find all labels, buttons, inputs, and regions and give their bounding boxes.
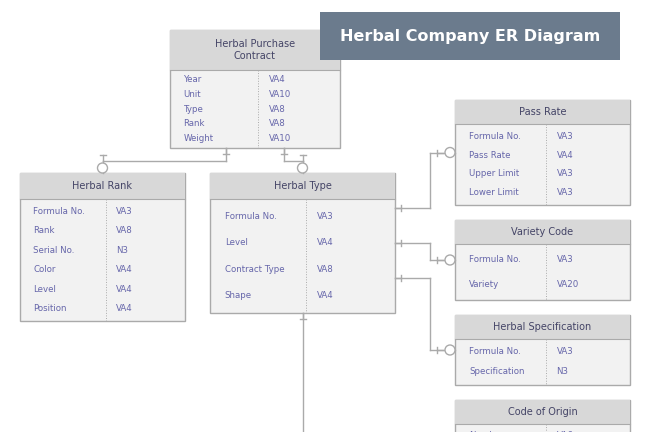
Text: Herbal Specification: Herbal Specification	[493, 322, 592, 332]
Text: Herbal Type: Herbal Type	[274, 181, 332, 191]
Text: VA8: VA8	[317, 265, 334, 274]
Text: Formula No.: Formula No.	[225, 212, 277, 221]
Text: VA8: VA8	[268, 105, 285, 114]
Bar	[20, 173, 185, 199]
Text: Color: Color	[33, 265, 56, 274]
Bar	[455, 400, 630, 424]
Bar	[455, 400, 630, 432]
Text: VA6: VA6	[556, 431, 573, 432]
Text: Formula No.: Formula No.	[33, 207, 85, 216]
Text: Shape: Shape	[225, 291, 252, 300]
Text: VA4: VA4	[317, 291, 334, 300]
Text: N3: N3	[556, 368, 569, 377]
Bar	[455, 315, 630, 339]
Text: VA3: VA3	[556, 132, 573, 141]
Text: Formula No.: Formula No.	[469, 132, 521, 141]
Text: Weight: Weight	[183, 134, 214, 143]
Circle shape	[445, 255, 455, 265]
Text: VA4: VA4	[116, 304, 133, 313]
Text: Variety Code: Variety Code	[512, 227, 573, 237]
Text: VA3: VA3	[116, 207, 133, 216]
Circle shape	[298, 163, 307, 173]
Text: Contract Type: Contract Type	[225, 265, 285, 274]
Text: VA10: VA10	[268, 134, 291, 143]
Text: Herbal Rank: Herbal Rank	[73, 181, 133, 191]
Circle shape	[98, 163, 107, 173]
Bar	[455, 315, 630, 385]
Text: Formula No.: Formula No.	[469, 347, 521, 356]
Bar	[455, 220, 630, 244]
Text: Herbal Company ER Diagram: Herbal Company ER Diagram	[340, 29, 600, 44]
Text: VA4: VA4	[317, 238, 334, 247]
Circle shape	[445, 147, 455, 158]
Bar	[170, 30, 340, 148]
Text: Level: Level	[33, 285, 56, 294]
Text: Code of Origin: Code of Origin	[508, 407, 577, 417]
Text: Unit: Unit	[183, 90, 202, 99]
Text: Specification: Specification	[469, 368, 525, 377]
Text: Variety: Variety	[469, 280, 499, 289]
Bar	[455, 100, 630, 205]
Text: Position: Position	[33, 304, 67, 313]
Bar	[170, 30, 340, 70]
Text: VA4: VA4	[268, 75, 285, 84]
Text: VA3: VA3	[556, 255, 573, 264]
Text: VA8: VA8	[268, 119, 285, 128]
Bar	[210, 173, 395, 199]
Text: Lower Limit: Lower Limit	[469, 188, 519, 197]
Text: VA8: VA8	[116, 226, 133, 235]
Bar	[455, 220, 630, 300]
Text: VA3: VA3	[556, 169, 573, 178]
Text: Pass Rate: Pass Rate	[469, 151, 510, 159]
Bar	[20, 173, 185, 321]
Text: Herbal Purchase
Contract: Herbal Purchase Contract	[215, 39, 295, 61]
Text: Rank: Rank	[183, 119, 205, 128]
Text: Level: Level	[225, 238, 248, 247]
Text: VA4: VA4	[116, 265, 133, 274]
Text: VA4: VA4	[116, 285, 133, 294]
Text: N3: N3	[116, 246, 127, 255]
Text: Formula No.: Formula No.	[469, 255, 521, 264]
Text: VA4: VA4	[556, 151, 573, 159]
Text: Year: Year	[183, 75, 202, 84]
Text: Pass Rate: Pass Rate	[519, 107, 566, 117]
Text: VA20: VA20	[556, 280, 578, 289]
Text: VA3: VA3	[317, 212, 334, 221]
Text: VA10: VA10	[268, 90, 291, 99]
Text: VA3: VA3	[556, 188, 573, 197]
Bar	[210, 173, 395, 313]
Text: Number: Number	[469, 431, 504, 432]
Text: Upper Limit: Upper Limit	[469, 169, 519, 178]
Bar	[320, 12, 620, 60]
Text: Type: Type	[183, 105, 203, 114]
Text: VA3: VA3	[556, 347, 573, 356]
Text: Rank: Rank	[33, 226, 55, 235]
Bar	[455, 100, 630, 124]
Text: Serial No.: Serial No.	[33, 246, 75, 255]
Circle shape	[445, 345, 455, 355]
